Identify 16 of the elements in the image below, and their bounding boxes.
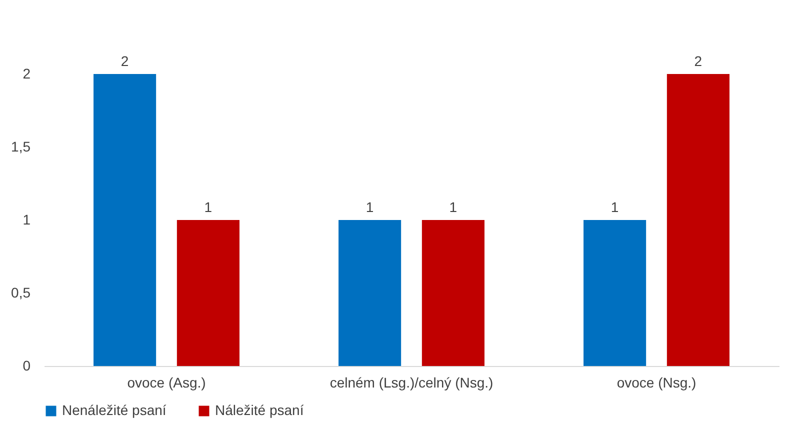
- x-tick-label: ovoce (Nsg.): [616, 374, 696, 390]
- data-label: 2: [694, 53, 702, 69]
- y-tick-label: 1: [22, 212, 31, 228]
- y-tick-label: 0,5: [11, 284, 31, 300]
- data-label: 2: [120, 53, 129, 69]
- y-tick-label: 2: [22, 66, 31, 82]
- legend-label: Náležité psaní: [215, 402, 304, 418]
- y-tick-label: 1,5: [11, 138, 31, 154]
- y-tick-label: 0: [22, 358, 31, 374]
- x-tick-label: ovoce (Asg.): [127, 374, 206, 390]
- data-label: 1: [449, 199, 458, 215]
- data-label: 1: [610, 199, 619, 215]
- data-label: 1: [366, 199, 374, 215]
- data-label: 1: [204, 199, 212, 215]
- x-tick-label: celném (Lsg.)/celný (Nsg.): [330, 374, 494, 390]
- legend-label: Nenáležité psaní: [62, 402, 166, 418]
